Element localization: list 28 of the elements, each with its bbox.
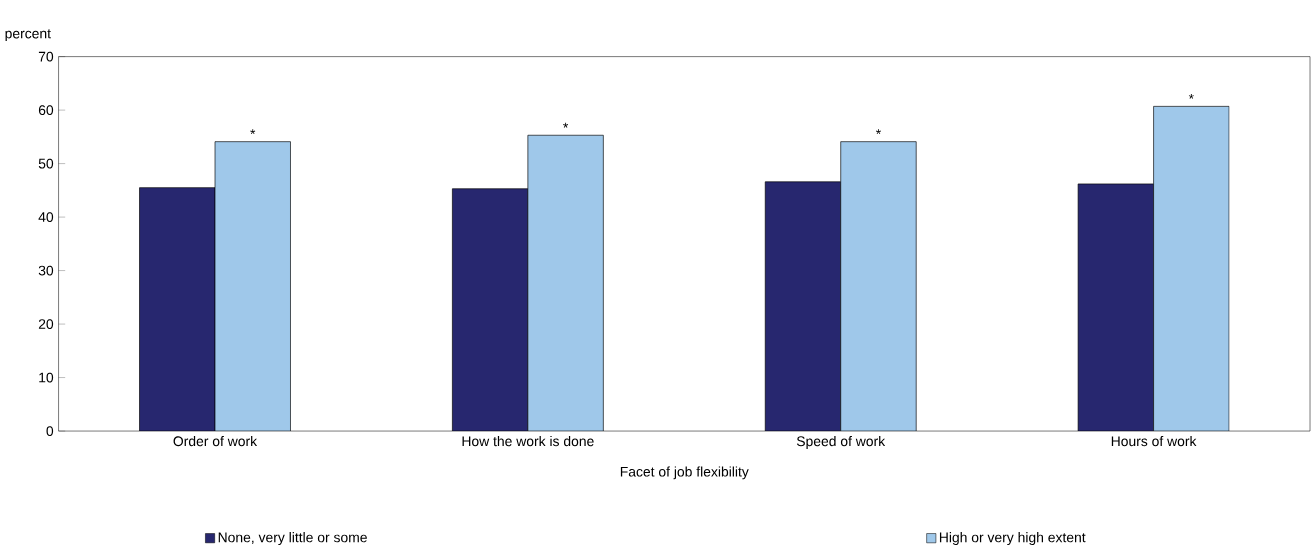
bar [840, 141, 917, 432]
x-tick-label: How the work is done [462, 436, 594, 447]
x-tick-label: Speed of work [796, 436, 886, 450]
bar [139, 187, 216, 432]
y-tick-label: 60 [38, 105, 54, 116]
bar [1153, 106, 1230, 432]
y-tick-label: 30 [38, 265, 54, 276]
x-tick-label: Order of work [173, 436, 258, 447]
y-axis-title: percent [5, 29, 51, 42]
annotation: * [1188, 94, 1194, 99]
y-tick-label: 70 [38, 51, 54, 62]
bar [527, 135, 604, 432]
bar [452, 188, 529, 432]
legend-label: None, very little or some [218, 532, 367, 546]
y-tick-label: 20 [38, 319, 54, 330]
y-tick-label: 0 [46, 426, 54, 437]
bar [764, 181, 842, 432]
x-tick-label: Hours of work [1111, 436, 1197, 447]
y-tick-label: 40 [38, 212, 54, 223]
bar [214, 141, 291, 432]
y-tick-label: 50 [38, 158, 54, 169]
y-tick-label: 10 [39, 372, 54, 383]
legend-label: High or very high extent [939, 532, 1086, 546]
bar [1077, 183, 1154, 432]
x-axis-title: Facet of job flexibility [620, 466, 749, 480]
annotation: * [563, 123, 569, 128]
annotation: * [875, 129, 881, 135]
annotation: * [250, 129, 256, 135]
